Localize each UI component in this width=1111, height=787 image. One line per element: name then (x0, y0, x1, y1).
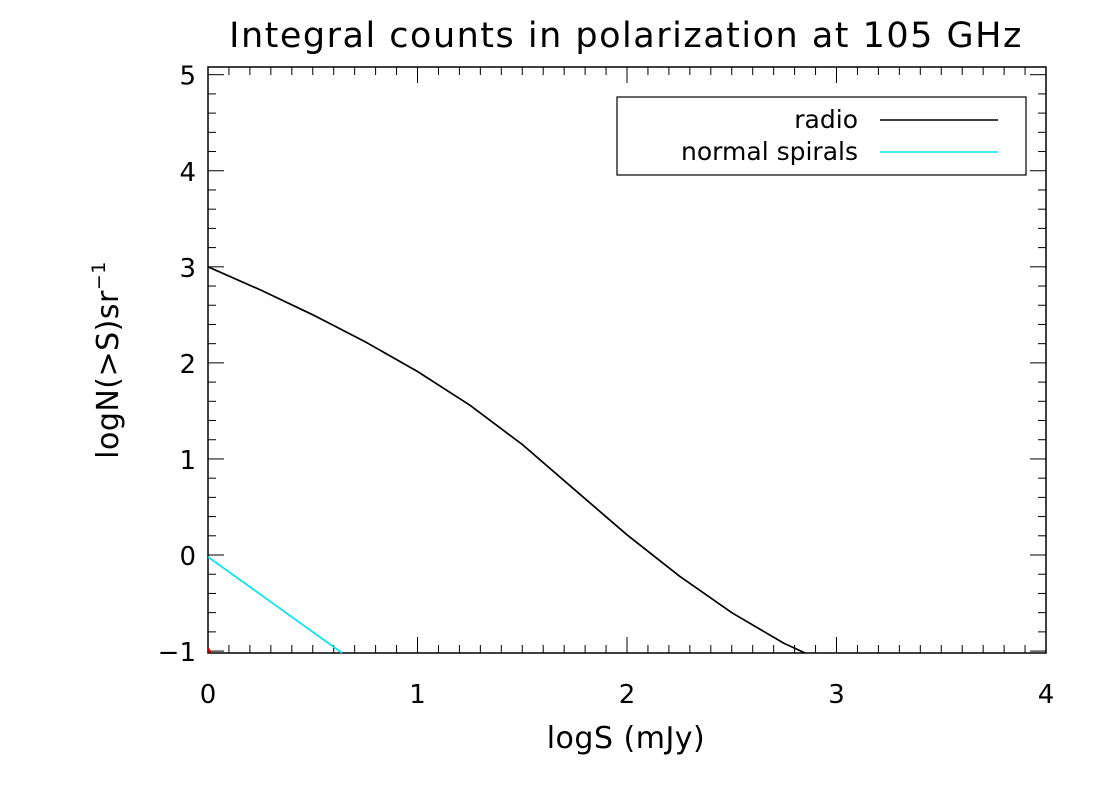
chart-title: Integral counts in polarization at 105 G… (229, 16, 1023, 56)
x-tick-label: 4 (1038, 680, 1055, 710)
y-axis-label-base: logN(>S)sr (91, 290, 126, 459)
y-tick-label: 5 (179, 62, 196, 92)
legend-box (616, 96, 1027, 176)
plot-series (206, 266, 806, 654)
x-tick-label: 2 (619, 680, 636, 710)
y-tick-label: 2 (179, 350, 196, 380)
x-axis-label: logS (mJy) (547, 721, 706, 756)
legend-label-normal-spirals: normal spirals (681, 137, 858, 166)
y-tick-label: 1 (179, 446, 196, 476)
legend: radio normal spirals (616, 96, 1027, 176)
x-tick-label: 1 (409, 680, 426, 710)
x-axis-ticks (207, 67, 1047, 653)
y-axis-tick-labels: −1 0 1 2 3 4 5 (158, 62, 196, 668)
series-line-radio (207, 266, 806, 654)
legend-label-radio: radio (794, 105, 858, 134)
y-tick-label: −1 (158, 638, 196, 668)
series-line-unlabeled-2 (206, 647, 212, 654)
x-axis-tick-labels: 0 1 2 3 4 (200, 680, 1055, 710)
x-tick-label: 3 (828, 680, 845, 710)
y-axis-label: logN(>S)sr−1 (88, 261, 126, 459)
y-axis-ticks (208, 74, 1046, 652)
y-tick-label: 0 (179, 542, 196, 572)
y-tick-label: 4 (179, 158, 196, 188)
y-tick-label: 3 (179, 254, 196, 284)
x-tick-label: 0 (200, 680, 217, 710)
series-line-normal-spirals (207, 556, 343, 654)
y-axis-label-superscript: −1 (88, 261, 110, 290)
